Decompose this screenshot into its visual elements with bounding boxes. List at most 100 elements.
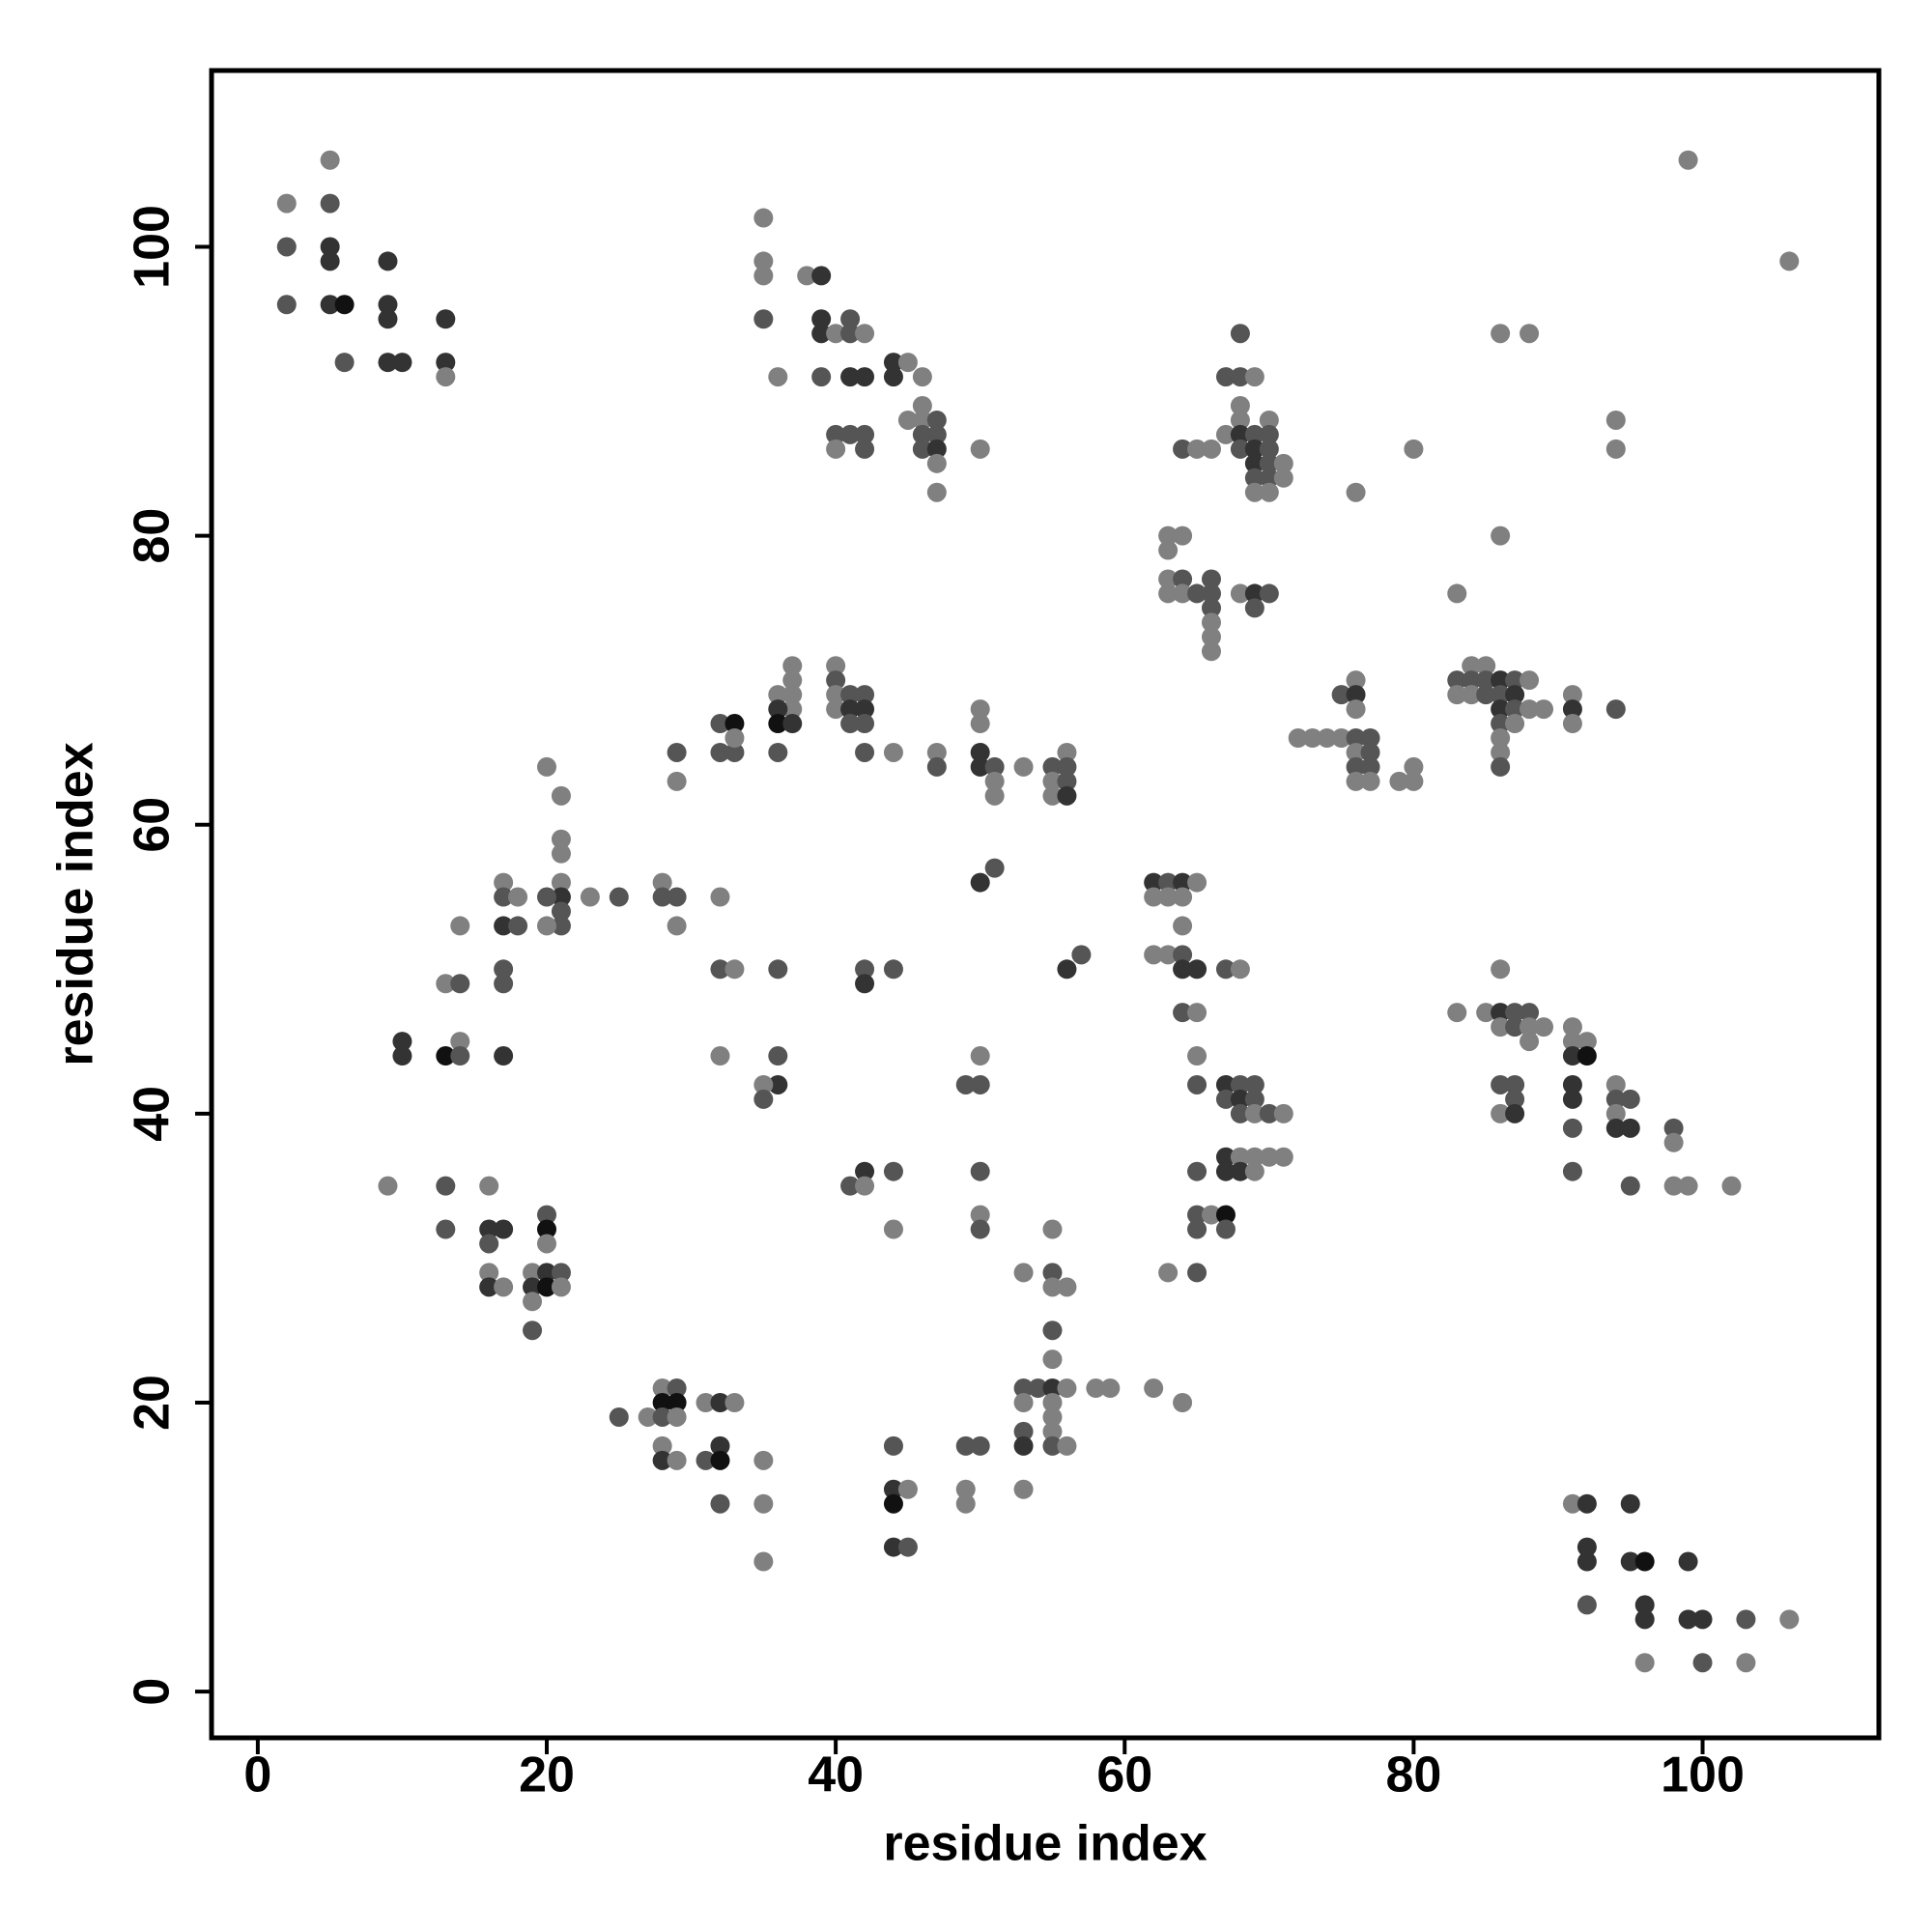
point (753, 208, 774, 228)
point (855, 424, 875, 444)
point (768, 699, 788, 720)
point (1491, 959, 1511, 980)
point (536, 1205, 556, 1225)
point (897, 353, 918, 373)
point (811, 266, 832, 286)
point (926, 453, 947, 473)
point (1187, 439, 1208, 459)
point (1259, 410, 1279, 430)
y-tick-label: 0 (125, 1678, 181, 1706)
point (1663, 1132, 1684, 1152)
point (479, 1234, 499, 1254)
point (436, 367, 456, 387)
point (1678, 1176, 1698, 1196)
point (1042, 1277, 1063, 1297)
point (753, 1493, 774, 1514)
point (840, 1176, 861, 1196)
point (1259, 439, 1279, 459)
point (1520, 324, 1540, 344)
point (1230, 395, 1250, 415)
point (1678, 150, 1698, 170)
point (523, 1263, 543, 1283)
point (883, 1479, 903, 1499)
point (1505, 1017, 1525, 1037)
point (912, 439, 932, 459)
point (897, 1479, 918, 1499)
point (1389, 771, 1409, 791)
point (1577, 1032, 1597, 1052)
point (1491, 1017, 1511, 1037)
point (276, 295, 297, 315)
point (1158, 887, 1179, 907)
point (1144, 1378, 1164, 1399)
point (1605, 410, 1626, 430)
point (1230, 1074, 1250, 1094)
point (1491, 756, 1511, 777)
point (1100, 1378, 1121, 1399)
point (1505, 1103, 1525, 1123)
point (710, 742, 730, 762)
point (1244, 367, 1264, 387)
point (753, 1450, 774, 1470)
point (1447, 685, 1467, 705)
point (1505, 699, 1525, 720)
point (652, 1378, 672, 1399)
point (1244, 424, 1264, 444)
point (536, 1277, 556, 1297)
point (1491, 685, 1511, 705)
point (1360, 742, 1380, 762)
point (1057, 756, 1077, 777)
point (1346, 771, 1366, 791)
point (912, 410, 932, 430)
point (1721, 1176, 1742, 1196)
point (1505, 714, 1525, 734)
point (667, 1406, 687, 1427)
point (724, 959, 745, 980)
point (970, 1046, 990, 1066)
point (840, 714, 861, 734)
point (840, 424, 861, 444)
point (1042, 756, 1063, 777)
point (1230, 583, 1250, 604)
point (320, 150, 340, 170)
point (1562, 1118, 1582, 1138)
point (768, 714, 788, 734)
point (1491, 1074, 1511, 1094)
point (1042, 771, 1063, 791)
point (710, 1435, 730, 1456)
point (1244, 482, 1264, 502)
point (926, 742, 947, 762)
point (984, 771, 1005, 791)
point (1620, 1118, 1640, 1138)
point (523, 1277, 543, 1297)
point (1331, 685, 1351, 705)
point (1634, 1551, 1655, 1572)
point (1013, 1435, 1034, 1456)
point (378, 353, 398, 373)
point (320, 237, 340, 257)
point (508, 887, 528, 907)
point (1259, 1103, 1279, 1123)
point (1244, 598, 1264, 618)
point (1346, 699, 1366, 720)
point (1360, 771, 1380, 791)
point (1057, 1277, 1077, 1297)
point (1273, 1103, 1293, 1123)
point (724, 1393, 745, 1413)
point (1215, 1219, 1236, 1239)
point (1562, 699, 1582, 720)
point (1215, 424, 1236, 444)
point (1346, 670, 1366, 691)
point (1634, 1595, 1655, 1615)
point (536, 1263, 556, 1283)
point (536, 887, 556, 907)
point (855, 324, 875, 344)
point (1202, 583, 1222, 604)
point (667, 916, 687, 936)
point (970, 756, 990, 777)
point (926, 424, 947, 444)
point (1663, 1118, 1684, 1138)
point (1562, 685, 1582, 705)
point (479, 1219, 499, 1239)
point (826, 424, 846, 444)
